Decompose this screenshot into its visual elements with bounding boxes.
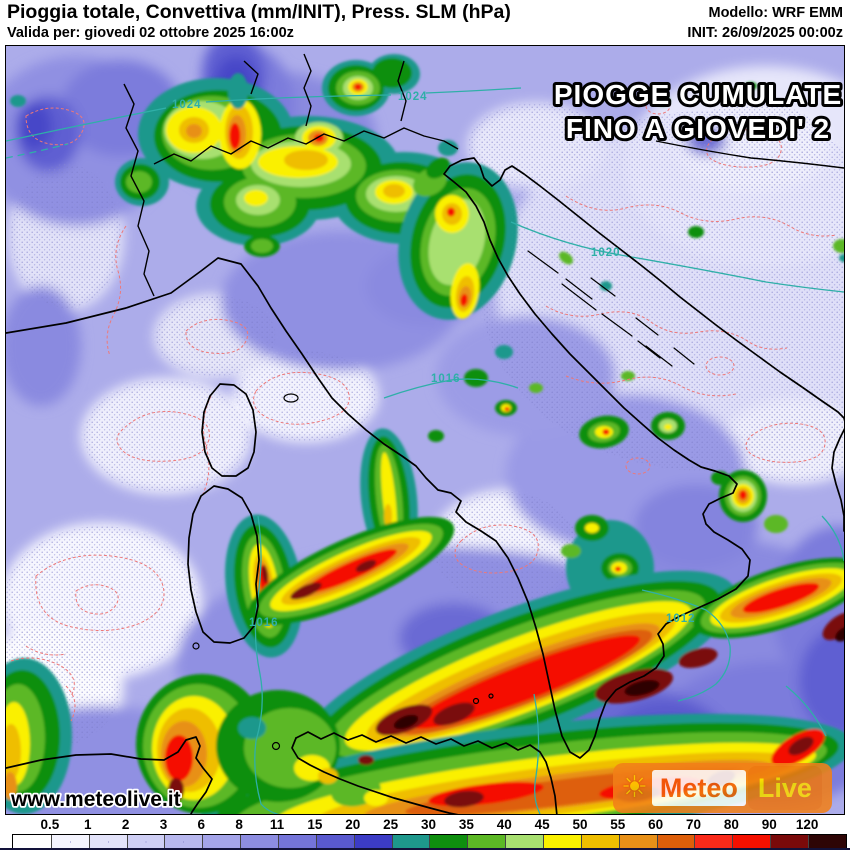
- colorbar-tick-label: 6: [197, 817, 206, 832]
- colorbar-swatch: [315, 835, 354, 849]
- colorbar-swatch: [770, 835, 809, 849]
- logo-text-meteo: Meteo: [651, 770, 746, 806]
- bottom-strip: [0, 848, 850, 850]
- colorbar-tick-label: 55: [610, 817, 626, 832]
- model-label: Modello: WRF EMM: [708, 5, 843, 21]
- colorbar-tick-label: 50: [572, 817, 588, 832]
- pressure-label: 1020: [591, 247, 621, 259]
- colorbar-swatch: [732, 835, 771, 849]
- sun-icon: ☀: [621, 771, 648, 804]
- colorbar-swatch: [429, 835, 468, 849]
- colorbar-swatch: [580, 835, 619, 849]
- coastlines: [6, 157, 844, 814]
- colorbar-swatch: [618, 835, 657, 849]
- colorbar-tick-label: 60: [648, 817, 664, 832]
- colorbar-swatch: [694, 835, 733, 849]
- colorbar-tick-label: 40: [496, 817, 512, 832]
- colorbar-tick-label: 8: [235, 817, 243, 832]
- precipitation-map: 1024 1024 1020 1016 1016 1012 PIOGGE CUMULATE…: [5, 45, 845, 815]
- colorbar-tick-label: 20: [345, 817, 361, 832]
- isobar-lines: [6, 87, 844, 814]
- colorbar-tick-label: 30: [420, 817, 437, 832]
- init-time-label: INIT: 26/09/2025 00:00z: [687, 25, 843, 41]
- colorbar-tick-label: 80: [723, 817, 739, 832]
- colorbar-swatch: [278, 835, 316, 849]
- country-borders: [123, 53, 844, 297]
- colorbar-tick-label: 120: [795, 817, 819, 832]
- pressure-label: 1024: [172, 99, 202, 111]
- colorbar-tick-label: 45: [534, 817, 550, 832]
- colorbar-tick-label: 2: [121, 817, 130, 832]
- colorbar-swatch: [543, 835, 581, 849]
- colorbar-swatch: [13, 835, 51, 849]
- precipitation-field: [6, 54, 844, 814]
- pressure-label: 1024: [398, 91, 428, 103]
- colorbar-swatch: [808, 835, 846, 849]
- pressure-label: 1016: [249, 617, 279, 629]
- watermark-url: www.meteolive.it: [10, 788, 181, 811]
- colorbar-swatch: [240, 835, 279, 849]
- logo-text-live: Live: [747, 766, 822, 810]
- colorbar-swatch: [505, 835, 544, 849]
- colorbar-tick-label: 35: [458, 817, 474, 832]
- header: Pioggia totale, Convettiva (mm/INIT), Pr…: [0, 0, 850, 45]
- colorbar-tick-labels: 0.5 1 2 3 6 8 11 15 20 25 30 35 40 45 50 55 60 70 80 90 120: [0, 817, 850, 832]
- colorbar-swatch: [50, 835, 89, 849]
- colorbar-tick-label: 0.5: [40, 817, 60, 832]
- page-title: Pioggia totale, Convettiva (mm/INIT), Pr…: [7, 1, 511, 23]
- pressure-labels: 1024 1024 1020 1016 1016 1012: [172, 91, 696, 629]
- meteolive-logo: ☀ Meteo Live: [613, 763, 832, 813]
- pressure-label: 1012: [666, 613, 696, 625]
- colorbar-swatch: [467, 835, 506, 849]
- precipitation-colorbar: 0.5 1 2 3 6 8 11 15 20 25 30 35 40 45 50 55 60 70 80 90 120: [0, 815, 850, 850]
- valid-time-label: Valida per: giovedi 02 ottobre 2025 16:0…: [7, 25, 294, 41]
- colorbar-tick-label: 15: [307, 817, 323, 832]
- colorbar-tick-label: 25: [383, 817, 399, 832]
- colorbar-swatch: [164, 835, 203, 849]
- colorbar-swatch: [126, 835, 165, 849]
- colorbar-swatch: [88, 835, 127, 849]
- colorbar-tick-label: 90: [761, 817, 777, 832]
- pressure-label: 1016: [431, 373, 461, 385]
- colorbar-tick-label: 1: [83, 817, 92, 832]
- stipple-texture: [6, 102, 844, 748]
- colorbar-swatch: [202, 835, 241, 849]
- colorbar-tick-label: 11: [269, 817, 285, 832]
- map-canvas: 1024 1024 1020 1016 1016 1012 PIOGGE CUMULATE…: [6, 46, 844, 814]
- red-dashed-contours: [10, 97, 837, 722]
- map-overlay-title-line1: PIOGGE CUMULATE: [554, 79, 842, 110]
- colorbar-swatch: [353, 835, 392, 849]
- colorbar-tick-label: 3: [159, 817, 168, 832]
- colorbar-tick-label: 70: [686, 817, 702, 832]
- colorbar-swatch: [391, 835, 430, 849]
- map-overlay-title-line2: FINO A GIOVEDI' 2: [566, 113, 830, 144]
- colorbar-swatch: [656, 835, 695, 849]
